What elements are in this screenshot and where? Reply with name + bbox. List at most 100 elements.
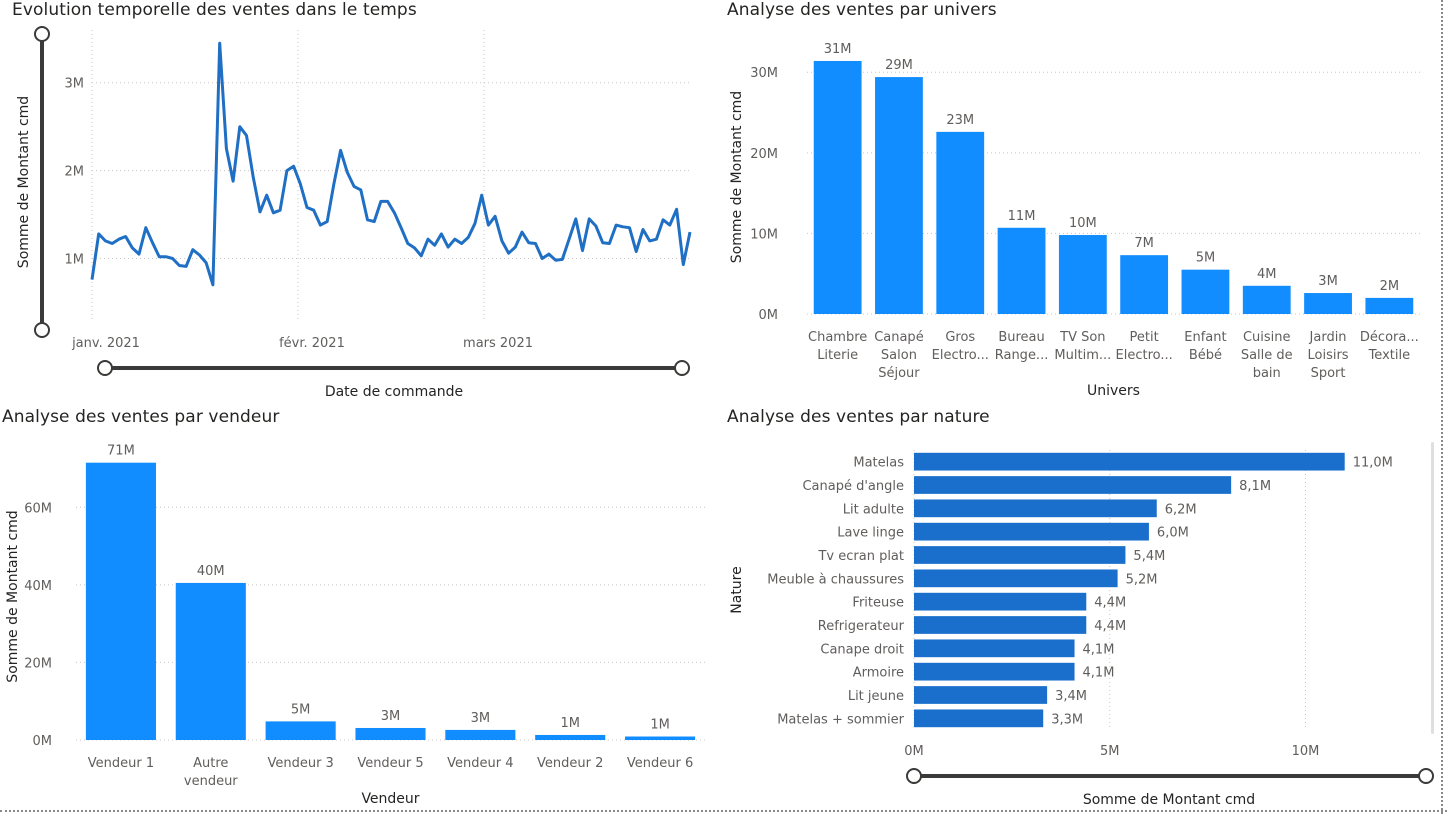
time-x-tick: févr. 2021 — [279, 336, 345, 351]
vendeur-data-label: 5M — [291, 702, 311, 717]
nature-y-tick: Lit adulte — [843, 502, 904, 517]
univers-x-tick: Chambre — [808, 330, 867, 345]
time-x-slider-handle-start[interactable] — [97, 360, 113, 376]
nature-y-tick: Friteuse — [852, 596, 904, 611]
nature-data-label: 5,4M — [1133, 549, 1165, 564]
univers-bar-chart[interactable]: 0M 10M 20M 30M 31M Chambre Literie 29M Canapé Sal… — [720, 0, 1440, 405]
vendeur-data-label: 1M — [560, 716, 580, 731]
vendeur-x-tick: Vendeur 6 — [627, 756, 693, 771]
time-x-slider-handle-end[interactable] — [674, 360, 690, 376]
vendeur-x-tick: Vendeur 1 — [88, 756, 154, 771]
univers-y-tick: 30M — [750, 66, 778, 81]
nature-bar — [914, 452, 1345, 471]
univers-x-tick: Jardin — [1309, 330, 1347, 345]
univers-data-label: 23M — [946, 113, 974, 128]
nature-x-slider-handle-start[interactable] — [906, 768, 922, 784]
univers-data-label: 29M — [885, 58, 913, 73]
univers-x-tick: Petit — [1130, 330, 1159, 345]
univers-x-tick: Décora... — [1360, 330, 1419, 345]
vendeur-chart-title: Analyse des ventes par vendeur — [2, 407, 280, 427]
vendeur-y-tick: 20M — [24, 656, 52, 671]
univers-bar — [1181, 269, 1230, 314]
univers-bar — [1242, 285, 1291, 314]
nature-bar — [914, 569, 1118, 588]
univers-x-tick: Enfant — [1184, 330, 1226, 345]
page-border-right — [1441, 0, 1443, 814]
nature-scrollbar[interactable] — [1431, 442, 1434, 734]
nature-x-tick: 5M — [1100, 744, 1120, 759]
univers-x-tick: Sport — [1311, 366, 1346, 381]
vendeur-bar-chart[interactable]: 0M 20M 40M 60M 71M Vendeur 1 40M Autre vendeur 5M… — [0, 405, 720, 810]
vendeur-bar — [625, 736, 696, 740]
univers-bar — [1304, 293, 1352, 314]
time-x-tick: mars 2021 — [463, 336, 533, 351]
time-x-tick: janv. 2021 — [71, 336, 140, 351]
vendeur-bar — [265, 721, 336, 740]
univers-x-tick: Bureau — [998, 330, 1044, 345]
nature-x-tick: 0M — [904, 744, 924, 759]
nature-y-tick: Meuble à chaussures — [767, 572, 904, 587]
time-y-tick: 3M — [65, 77, 85, 92]
time-y-tick: 1M — [65, 252, 85, 267]
univers-x-tick: Electro... — [1116, 348, 1173, 363]
vendeur-bar — [535, 734, 606, 740]
univers-bar — [936, 131, 985, 314]
univers-data-label: 2M — [1380, 279, 1400, 294]
vendeur-y-tick: 60M — [24, 501, 52, 516]
nature-y-tick: Lit jeune — [848, 689, 904, 704]
nature-bar — [914, 522, 1149, 541]
nature-y-tick: Armoire — [853, 666, 904, 681]
univers-bar — [875, 77, 923, 314]
nature-y-tick: Tv ecran plat — [817, 549, 904, 564]
time-y-axis-title: Somme de Montant cmd — [16, 96, 32, 268]
univers-data-label: 31M — [824, 42, 852, 57]
nature-bar — [914, 476, 1232, 494]
time-line-chart[interactable]: 1M 2M 3M janv. 2021 févr. 2021 mars 2021 Date … — [0, 0, 720, 405]
univers-data-label: 11M — [1008, 209, 1036, 224]
nature-bar — [914, 709, 1044, 728]
univers-x-tick: bain — [1253, 366, 1281, 381]
nature-data-label: 4,4M — [1094, 619, 1126, 634]
univers-x-axis-title: Univers — [1087, 383, 1140, 399]
nature-data-label: 11,0M — [1353, 456, 1393, 471]
nature-x-axis-title: Somme de Montant cmd — [1083, 792, 1255, 808]
time-y-slider-handle-end[interactable] — [34, 322, 50, 338]
vendeur-bar — [355, 727, 426, 740]
univers-y-tick: 0M — [759, 308, 779, 323]
vendeur-bar — [175, 582, 246, 740]
univers-x-tick: Cuisine — [1243, 330, 1291, 345]
time-chart-title: Evolution temporelle des ventes dans le … — [12, 0, 417, 20]
univers-bar — [1120, 255, 1169, 314]
univers-x-tick: Canapé — [874, 330, 924, 345]
nature-data-label: 3,4M — [1055, 689, 1087, 704]
vendeur-x-tick: Vendeur 3 — [267, 756, 333, 771]
nature-y-tick: Lave linge — [837, 526, 904, 541]
vendeur-x-tick: Vendeur 2 — [537, 756, 603, 771]
univers-data-label: 3M — [1318, 274, 1338, 289]
time-x-axis-title: Date de commande — [325, 384, 463, 400]
vendeur-x-tick: Vendeur 4 — [447, 756, 513, 771]
univers-y-axis-title: Somme de Montant cmd — [729, 91, 745, 263]
nature-bar — [914, 686, 1048, 704]
nature-bar — [914, 616, 1087, 634]
time-y-slider-handle-start[interactable] — [34, 26, 50, 42]
univers-x-tick: Electro... — [932, 348, 989, 363]
nature-y-tick: Matelas + sommier — [777, 712, 904, 727]
univers-bar — [1058, 235, 1107, 314]
univers-y-tick: 10M — [750, 227, 778, 242]
univers-x-tick: Salon — [881, 348, 917, 363]
nature-y-tick: Matelas — [853, 456, 904, 471]
univers-data-label: 5M — [1196, 251, 1216, 266]
vendeur-bar — [445, 729, 516, 740]
univers-x-tick: Multim... — [1054, 348, 1111, 363]
univers-x-tick: Literie — [817, 348, 858, 363]
univers-bar — [1365, 297, 1414, 314]
nature-y-tick: Refrigerateur — [818, 619, 905, 634]
nature-x-slider-handle-end[interactable] — [1418, 768, 1434, 784]
nature-x-tick: 10M — [1292, 744, 1320, 759]
nature-hbar-chart[interactable]: 0M 5M 10M 11,0M Matelas 8,1M Canapé d'angle 6,2… — [720, 405, 1440, 810]
vendeur-data-label: 71M — [107, 444, 135, 459]
nature-bar — [914, 639, 1075, 658]
univers-data-label: 7M — [1134, 236, 1154, 251]
nature-data-label: 6,2M — [1165, 502, 1197, 517]
